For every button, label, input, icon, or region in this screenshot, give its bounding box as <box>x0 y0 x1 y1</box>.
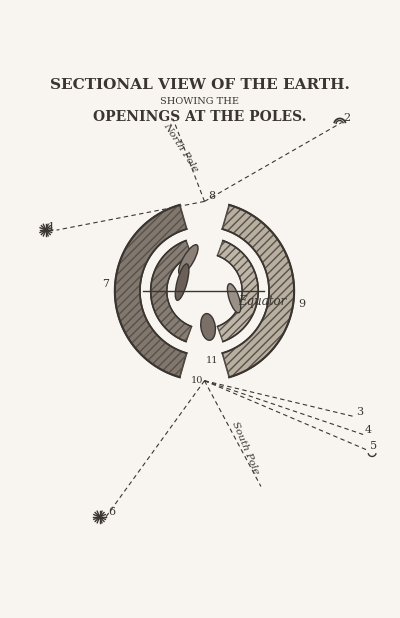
Ellipse shape <box>175 264 189 300</box>
Text: SECTIONAL VIEW OF THE EARTH.: SECTIONAL VIEW OF THE EARTH. <box>50 78 350 91</box>
Circle shape <box>98 515 101 519</box>
Text: OPENINGS AT THE POLES.: OPENINGS AT THE POLES. <box>93 110 307 124</box>
Ellipse shape <box>228 284 241 313</box>
Ellipse shape <box>179 245 198 274</box>
Text: 4: 4 <box>365 425 372 434</box>
Text: 8: 8 <box>208 191 215 201</box>
Text: SHOWING THE: SHOWING THE <box>160 98 240 106</box>
Text: 1: 1 <box>48 222 55 232</box>
Text: 6: 6 <box>108 507 116 517</box>
Polygon shape <box>217 240 258 342</box>
Text: 9: 9 <box>299 299 306 309</box>
Text: 5: 5 <box>370 441 378 451</box>
Text: 3: 3 <box>356 407 363 417</box>
Text: 2: 2 <box>344 112 350 123</box>
Text: South Pole: South Pole <box>230 420 260 476</box>
Text: North Pole: North Pole <box>161 121 200 174</box>
Text: 10: 10 <box>190 376 203 384</box>
Polygon shape <box>222 205 294 377</box>
Circle shape <box>44 229 47 232</box>
Text: Equator: Equator <box>238 295 287 308</box>
Text: 7: 7 <box>102 279 110 289</box>
Polygon shape <box>115 205 187 377</box>
Ellipse shape <box>201 313 216 341</box>
Text: 11: 11 <box>206 356 219 365</box>
Polygon shape <box>151 240 192 342</box>
